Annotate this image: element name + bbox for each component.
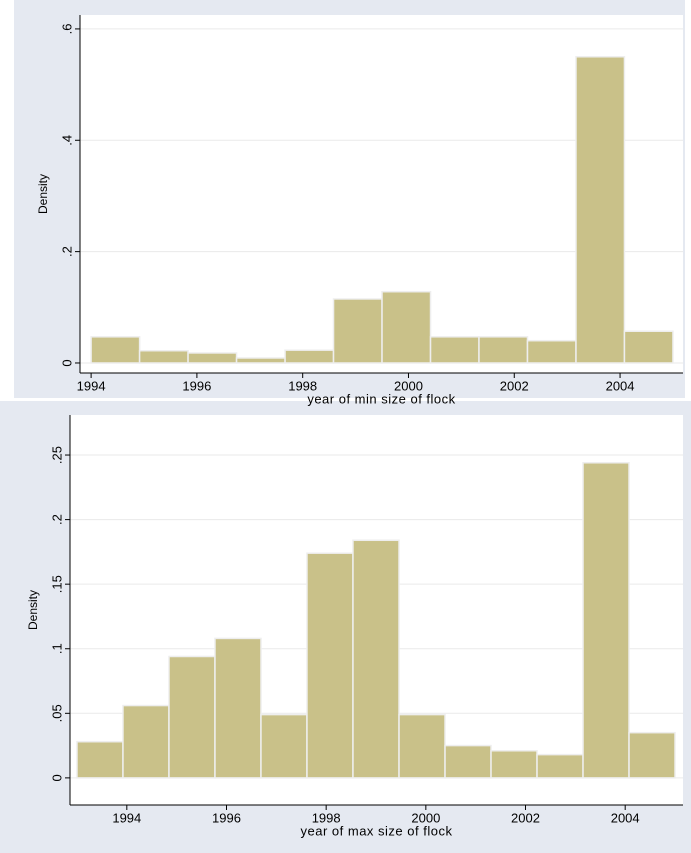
histogram-bar <box>187 352 238 364</box>
histogram-bar <box>536 753 584 779</box>
histogram-bar <box>582 462 630 779</box>
x-tick-label: 2002 <box>500 378 529 393</box>
histogram-bar <box>429 336 480 364</box>
histogram-bar <box>398 713 446 779</box>
histogram-bar <box>575 56 626 364</box>
y-tick-label: .15 <box>49 575 64 593</box>
x-tick-label: 1996 <box>212 810 241 825</box>
histogram-bar <box>168 655 216 779</box>
x-tick-label: 1998 <box>312 810 341 825</box>
y-tick-label: .25 <box>49 446 64 464</box>
x-tick-label: 2004 <box>611 810 640 825</box>
histogram-bar <box>138 349 189 364</box>
histogram-bar <box>381 290 432 364</box>
y-tick-label: .6 <box>59 23 74 34</box>
histogram-bar <box>235 357 286 364</box>
histogram-bar <box>260 713 308 779</box>
histogram-bar <box>623 330 674 364</box>
x-tick-label: 1994 <box>112 810 141 825</box>
x-axis-label: year of min size of flock <box>307 391 455 406</box>
histogram-bar <box>306 552 354 779</box>
y-axis-label: Density <box>36 174 50 214</box>
y-tick-label: 0 <box>49 774 64 781</box>
y-tick-label: .2 <box>59 246 74 257</box>
x-tick-label: 2000 <box>394 378 423 393</box>
histogram-bar <box>76 740 124 779</box>
histogram-bar <box>214 637 262 779</box>
x-axis-label: year of max size of flock <box>301 823 453 838</box>
y-tick-label: .2 <box>49 514 64 525</box>
y-axis-label: Density <box>26 590 40 630</box>
histogram-bar <box>332 298 383 364</box>
histogram-bar <box>478 336 529 364</box>
y-tick-label: .4 <box>59 135 74 146</box>
x-tick-label: 1994 <box>77 378 106 393</box>
x-tick-label: 1996 <box>182 378 211 393</box>
x-tick-label: 2000 <box>411 810 440 825</box>
histogram-bar <box>526 339 577 364</box>
histogram-bar <box>490 750 538 779</box>
histogram-bar <box>90 336 141 364</box>
histogram-bar <box>352 539 400 779</box>
histogram-bar <box>628 731 676 779</box>
x-tick-label: 2002 <box>511 810 540 825</box>
x-tick-label: 1998 <box>288 378 317 393</box>
x-tick-label: 2004 <box>606 378 635 393</box>
y-tick-label: .05 <box>49 704 64 722</box>
histogram-bar <box>444 744 492 779</box>
histogram-bar <box>122 704 170 779</box>
y-tick-label: .1 <box>49 643 64 654</box>
histogram-bar <box>284 349 335 364</box>
y-tick-label: 0 <box>59 359 74 366</box>
